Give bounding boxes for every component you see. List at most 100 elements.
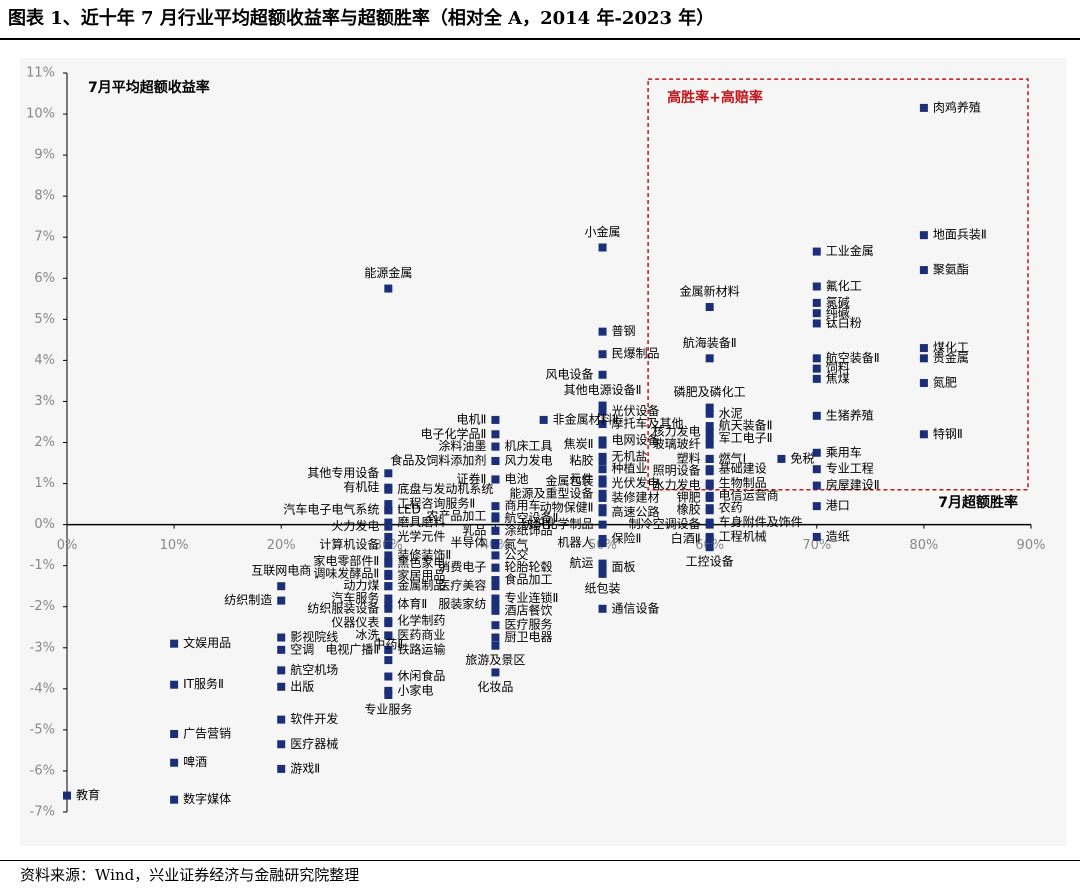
data-point (384, 284, 393, 293)
data-label: 能源金属 (364, 265, 412, 280)
data-label: 金属包装 (546, 473, 594, 488)
data-label: 半导体 (450, 536, 486, 550)
data-point (384, 672, 393, 681)
data-point (277, 715, 286, 724)
data-label: 聚氨酯 (933, 263, 969, 277)
data-label: 航天装备Ⅱ (719, 418, 773, 433)
data-label: 光学元件 (397, 528, 445, 543)
y-tick-label: 6% (34, 271, 55, 286)
data-label: 电子化学品Ⅱ (421, 426, 487, 441)
data-label: 航海装备Ⅱ (683, 335, 737, 350)
data-point (598, 604, 607, 613)
y-tick-label: 0% (34, 517, 55, 532)
data-point (812, 448, 821, 457)
y-tick-label: -2% (30, 599, 55, 614)
data-point (812, 411, 821, 420)
data-label: 房屋建设Ⅱ (826, 477, 880, 492)
data-label: 电池 (504, 472, 528, 486)
data-label: 空调 (290, 642, 314, 656)
data-label: 互联网电商 (251, 563, 311, 578)
data-label: 工程机械 (719, 528, 767, 543)
data-label: 保险Ⅱ (612, 530, 642, 545)
data-point (598, 493, 607, 502)
data-point (705, 303, 714, 312)
data-label: 军工电子Ⅱ (719, 431, 773, 445)
data-point (491, 456, 500, 465)
data-point (384, 506, 393, 515)
data-label: 涂料油墨 (438, 438, 486, 453)
data-label: 机器人 (558, 536, 594, 550)
data-point (491, 541, 500, 550)
data-label: 公交 (504, 547, 528, 562)
data-label: 钾肥 (677, 490, 701, 504)
data-point (491, 606, 500, 615)
data-label: 煤化工 (933, 341, 969, 355)
data-label: 黑色家电 (397, 555, 445, 570)
data-label: 纺织制造 (224, 593, 272, 607)
data-label: 商用车 (504, 498, 540, 513)
data-label: 焦炭Ⅱ (564, 437, 594, 451)
data-point (919, 266, 928, 275)
data-label: 航空装备Ⅱ (826, 350, 880, 365)
data-point (63, 791, 71, 800)
data-point (384, 656, 393, 665)
data-point (598, 452, 607, 461)
data-label: 证券Ⅱ (457, 471, 487, 486)
data-label: 机床工具 (504, 439, 552, 453)
data-label: 家居用品 (397, 567, 445, 582)
y-tick-label: -3% (30, 640, 55, 655)
data-label: 底盘与发动机系统 (397, 481, 493, 496)
data-label: 元件 (570, 472, 594, 486)
data-label: 燃气Ⅰ (719, 450, 747, 465)
data-point (705, 491, 714, 500)
data-point (705, 532, 714, 541)
y-tick-label: 1% (34, 476, 55, 491)
footer-rule (0, 860, 1080, 861)
data-label: 厨卫电器 (504, 630, 552, 644)
data-point (812, 502, 821, 511)
data-label: 非金属材料Ⅱ (553, 411, 619, 426)
data-point (539, 415, 548, 424)
y-tick-label: -5% (30, 722, 55, 737)
data-point (384, 559, 393, 568)
data-label: 动物保健Ⅱ (540, 501, 594, 515)
data-label: 旅游及景区 (465, 653, 525, 667)
data-label: 光伏设备 (612, 404, 660, 418)
data-label: 照明设备 (653, 464, 701, 478)
data-point (812, 309, 821, 318)
data-point (705, 422, 714, 431)
data-label: 工控设备 (686, 555, 734, 569)
x-tick-label: 90% (1017, 538, 1046, 553)
y-tick-label: 5% (34, 312, 55, 327)
data-label: 氯碱 (826, 295, 850, 309)
data-label: 专业工程 (826, 461, 874, 476)
y-tick-label: 4% (34, 353, 55, 368)
data-label: 高速公路 (612, 504, 660, 519)
data-label: 氟化工 (826, 279, 862, 293)
data-point (491, 415, 500, 424)
y-tick-label: 3% (34, 394, 55, 409)
data-label: 医药商业 (397, 627, 445, 642)
data-point (598, 508, 607, 517)
data-label: 教育 (76, 787, 100, 802)
data-point (491, 526, 500, 535)
data-point (598, 569, 607, 578)
data-point (384, 532, 393, 541)
data-label: 面板 (612, 560, 636, 574)
data-label: LED (397, 503, 421, 517)
data-point (598, 489, 607, 498)
data-label: 有机硅 (343, 480, 379, 494)
data-point (384, 522, 393, 531)
data-point (384, 571, 393, 580)
data-label: 白酒Ⅱ (671, 530, 701, 545)
data-label: 食品加工 (504, 572, 552, 587)
data-point (598, 436, 607, 445)
data-point (598, 563, 607, 572)
data-label: 铁路运输 (397, 641, 445, 656)
data-label: 电网设备 (612, 433, 660, 447)
data-label: 贵金属 (933, 350, 969, 365)
data-label: 纸包装 (585, 581, 621, 595)
data-point (384, 631, 393, 640)
data-label: 小家电 (397, 682, 433, 697)
data-point (919, 378, 928, 387)
